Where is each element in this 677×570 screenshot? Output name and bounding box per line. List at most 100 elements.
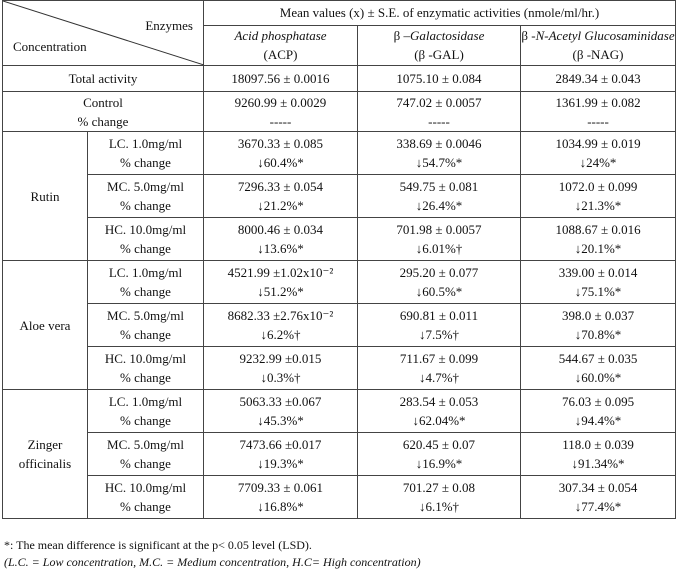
value-cell: 620.45 ± 0.07 ↓16.9%* [357, 432, 521, 476]
change-label: % change [120, 327, 171, 342]
mean-value: 283.54 ± 0.053 [399, 394, 479, 409]
dose-label: MC. 5.0mg/ml [107, 179, 184, 194]
mean-value: 7296.33 ± 0.054 [237, 179, 324, 194]
percent-change: ↓0.3%† [260, 370, 301, 385]
value-cell: 8000.46 ± 0.034 ↓13.6%* [203, 217, 358, 261]
dose-label: HC. 10.0mg/ml [104, 351, 187, 366]
treatment-row: Zinger officinalis LC. 1.0mg/ml % change 50… [2, 389, 677, 519]
percent-change: ↓45.3%* [257, 413, 304, 428]
mean-value: 620.45 ± 0.07 [402, 437, 476, 452]
dose-label: MC. 5.0mg/ml [107, 308, 184, 323]
mean-value: 8682.33 ±2.76x10⁻² [227, 308, 334, 323]
value-cell: 5063.33 ±0.067 ↓45.3%* [203, 389, 358, 433]
value-cell: 18097.56 ± 0.0016 [203, 65, 358, 92]
dose-cell: HC. 10.0mg/ml % change [87, 475, 204, 519]
mean-value: 118.0 ± 0.039 [562, 437, 634, 452]
total-activity-row: Total activity 18097.56 ± 0.0016 1075.10… [2, 65, 677, 92]
mean-value: 295.20 ± 0.077 [399, 265, 479, 280]
dose-cell: MC. 5.0mg/ml % change [87, 432, 204, 476]
mean-values-header: Mean values (x) ± S.E. of enzymatic acti… [202, 0, 677, 26]
enzymes-label: Enzymes [145, 18, 193, 33]
mean-value: 711.67 ± 0.099 [399, 351, 479, 366]
mean-value: 544.67 ± 0.035 [558, 351, 638, 366]
mean-value: 9232.99 ±0.015 [239, 351, 322, 366]
enzyme-activity-table: Enzymes Concentration Mean values (x) ± … [2, 0, 677, 519]
mean-value: 549.75 ± 0.081 [399, 179, 479, 194]
treatment-row: Rutin LC. 1.0mg/ml % change 3670.33 ± 0.085… [2, 131, 677, 261]
percent-change: ↓16.8%* [257, 499, 304, 514]
value-cell: 711.67 ± 0.099 ↓4.7%† [357, 346, 521, 390]
percent-change: ↓6.01%† [415, 241, 463, 256]
value-cell: 295.20 ± 0.077 ↓60.5%* [357, 260, 521, 304]
percent-change: ↓7.5%† [418, 327, 460, 342]
mean-value: 1034.99 ± 0.019 [555, 136, 641, 151]
mean-value: 5063.33 ±0.067 [239, 394, 322, 409]
column-header-acp: Acid phosphatase (ACP) [203, 24, 358, 67]
value-cell: 1034.99 ± 0.019 ↓24%* [519, 131, 677, 175]
percent-change: ↓75.1%* [574, 284, 622, 299]
percent-change: ↓6.2%† [260, 327, 301, 342]
percent-change: ↓51.2%* [257, 284, 304, 299]
treatment-row: Aloe vera LC. 1.0mg/ml % change 4521.99 ±1.… [2, 260, 677, 390]
value-cell: 339.00 ± 0.014 ↓75.1%* [519, 260, 677, 304]
dose-label: LC. 1.0mg/ml [108, 136, 183, 151]
percent-change: ↓6.1%† [418, 499, 460, 514]
dose-cell: HC. 10.0mg/ml % change [87, 346, 204, 390]
mean-value: 690.81 ± 0.011 [399, 308, 479, 323]
change-label: % change [120, 241, 171, 256]
treatment-row: MC. 5.0mg/ml % change 8682.33 ±2.76x10⁻² ↓6… [3, 303, 677, 347]
percent-change: ↓19.3%* [257, 456, 304, 471]
change-label: % change [120, 284, 171, 299]
value-cell: 4521.99 ±1.02x10⁻² ↓51.2%* [203, 260, 358, 304]
percent-change: ↓77.4%* [574, 499, 622, 514]
percent-change: ↓60.4%* [257, 155, 304, 170]
percent-change: ↓70.8%* [574, 327, 622, 342]
dose-label: HC. 10.0mg/ml [104, 222, 187, 237]
dose-cell: HC. 10.0mg/ml % change [87, 217, 204, 261]
value-cell: 7473.66 ±0.017 ↓19.3%* [203, 432, 358, 476]
percent-change: ↓94.4%* [574, 413, 622, 428]
change-label: % change [120, 370, 171, 385]
value-cell: 3670.33 ± 0.085 ↓60.4%* [203, 131, 358, 175]
percent-change: ↓16.9%* [415, 456, 463, 471]
mean-value: 307.34 ± 0.054 [558, 480, 638, 495]
value-cell: 9260.99 ± 0.0029 ----- [203, 91, 358, 132]
mean-value: 701.27 ± 0.08 [402, 480, 476, 495]
footnote-abbreviations: (L.C. = Low concentration, M.C. = Medium… [4, 555, 421, 569]
treatment-row: HC. 10.0mg/ml % change 9232.99 ±0.015 ↓0.3%… [3, 346, 677, 390]
mean-value: 4521.99 ±1.02x10⁻² [227, 265, 334, 280]
value-cell: 7296.33 ± 0.054 ↓21.2%* [203, 174, 358, 218]
value-cell: 1072.0 ± 0.099 ↓21.3%* [519, 174, 677, 218]
change-label: % change [120, 456, 171, 471]
concentration-label: Concentration [13, 39, 87, 54]
group-label: Zinger officinalis [2, 389, 88, 519]
percent-change: ↓21.3%* [574, 198, 622, 213]
mean-value: 76.03 ± 0.095 [561, 394, 635, 409]
value-cell: 1088.67 ± 0.016 ↓20.1%* [519, 217, 677, 261]
dose-label: LC. 1.0mg/ml [108, 265, 183, 280]
mean-value: 338.69 ± 0.0046 [396, 136, 482, 151]
percent-change: ↓26.4%* [415, 198, 463, 213]
group-label: Rutin [2, 131, 88, 261]
value-cell: 9232.99 ±0.015 ↓0.3%† [203, 346, 358, 390]
percent-change: ↓91.34%* [571, 456, 625, 471]
change-label: % change [120, 198, 171, 213]
value-cell: 544.67 ± 0.035 ↓60.0%* [519, 346, 677, 390]
treatment-row: MC. 5.0mg/ml % change 7296.33 ± 0.054 ↓21.2… [3, 174, 677, 218]
dose-label: HC. 10.0mg/ml [104, 480, 187, 495]
treatment-row: MC. 5.0mg/ml % change 7473.66 ±0.017 ↓19.3%… [3, 432, 677, 476]
value-cell: 398.0 ± 0.037 ↓70.8%* [519, 303, 677, 347]
value-cell: 8682.33 ±2.76x10⁻² ↓6.2%† [203, 303, 358, 347]
value-cell: 701.27 ± 0.08 ↓6.1%† [357, 475, 521, 519]
row-label: Control% change [2, 91, 204, 132]
percent-change: ↓4.7%† [418, 370, 460, 385]
value-cell: 7709.33 ± 0.061 ↓16.8%* [203, 475, 358, 519]
percent-change: ↓24%* [579, 155, 617, 170]
percent-change: ↓13.6%* [257, 241, 304, 256]
group-label: Aloe vera [2, 260, 88, 390]
value-cell: 690.81 ± 0.011 ↓7.5%† [357, 303, 521, 347]
value-cell: 549.75 ± 0.081 ↓26.4%* [357, 174, 521, 218]
treatment-row: HC. 10.0mg/ml % change 7709.33 ± 0.061 ↓16.… [3, 475, 677, 519]
dose-cell: LC. 1.0mg/ml % change [87, 131, 204, 175]
value-cell: 2849.34 ± 0.043 [519, 65, 677, 92]
